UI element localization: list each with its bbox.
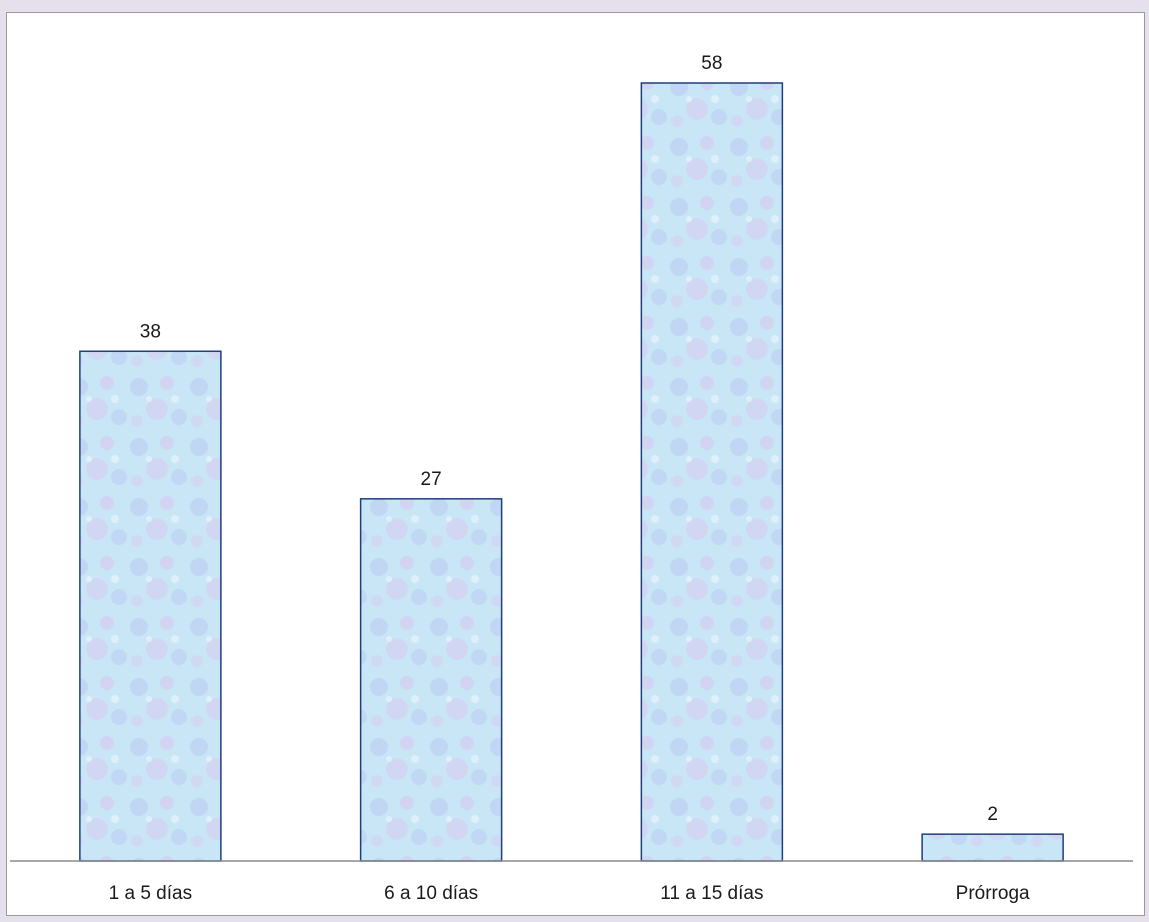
x-tick-label-2: 6 a 10 días xyxy=(384,883,478,904)
chart-area: 38 1 a 5 días 27 6 a 10 días 58 11 a 15 días 2… xyxy=(6,12,1145,916)
bar-2 xyxy=(359,498,503,862)
x-tick-label-4: Prórroga xyxy=(956,883,1030,904)
x-tick-label-3: 11 a 15 días xyxy=(660,883,763,904)
data-label-2: 27 xyxy=(421,469,442,490)
bar-4 xyxy=(921,833,1064,862)
x-tick-label-1: 1 a 5 días xyxy=(109,883,192,904)
data-label-1: 38 xyxy=(140,321,161,342)
bar-3 xyxy=(640,82,784,862)
bar-1 xyxy=(79,350,222,862)
data-label-3: 58 xyxy=(701,53,722,74)
bar-chart: 38 1 a 5 días 27 6 a 10 días 58 11 a 15 días 2… xyxy=(10,53,1133,904)
data-label-4: 2 xyxy=(987,804,998,825)
